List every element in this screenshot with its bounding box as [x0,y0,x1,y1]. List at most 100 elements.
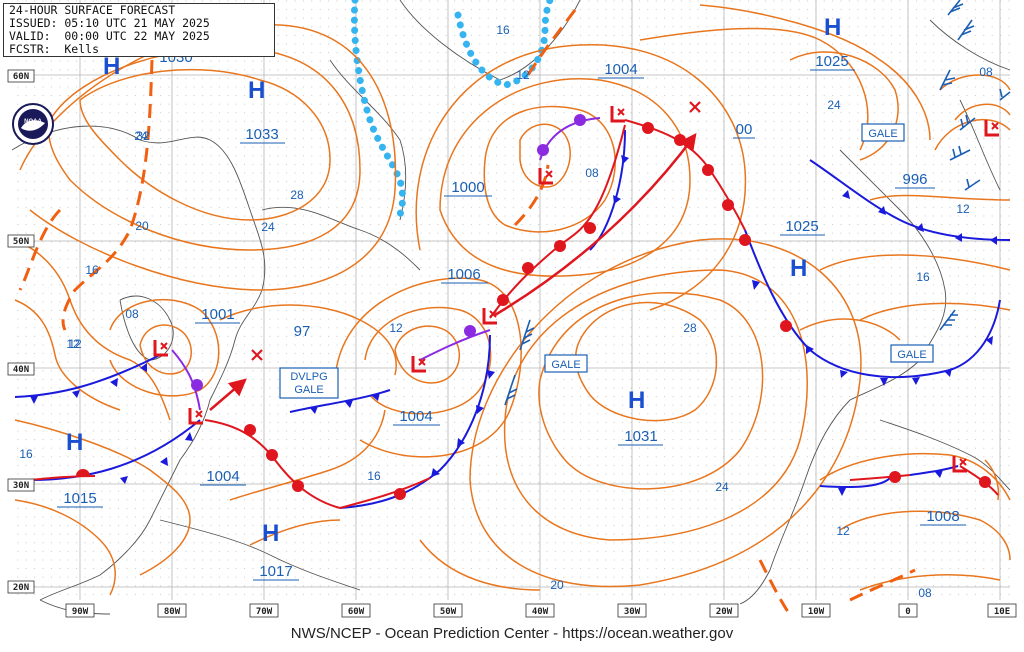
lon-label: 40W [532,607,549,617]
high-letter: H [248,77,265,104]
high-pressure-value: 1015 [63,490,96,507]
low-symbols [153,106,999,473]
forecast-title: 24-HOUR SURFACE FORECAST [9,3,176,17]
ice-edge [350,0,554,224]
wind-barb-icon [519,319,535,351]
wind-barb-icon [939,309,958,331]
low-pressure-symbol-icon [952,456,967,473]
low-pressure-symbol-icon [153,340,168,357]
lon-label: 20W [716,607,733,617]
lat-label: 50N [13,237,29,247]
wind-barb-icon [959,114,976,131]
lat-label: 40N [13,365,29,375]
lon-label: 50W [440,607,457,617]
high-pressure-value: 1017 [259,563,292,580]
forecaster: FCSTR: Kells [9,42,100,56]
low-pressure-value: 1006 [447,266,480,283]
high-letter: H [824,14,841,41]
lon-label: 10W [808,607,825,617]
lat-label: 60N [13,72,29,82]
low-pressure-value: 1008 [926,508,959,525]
isobar-value: 12 [836,524,850,538]
high-pressure-value: 1031 [624,428,657,445]
noaa-logo-icon: NOAA [12,103,54,145]
isobar-value: 16 [85,263,99,277]
occluded-front-symbols [191,114,586,391]
low-pressure-symbol-icon [610,106,625,123]
wind-barb-icon [947,0,964,16]
wind-barbs [504,0,1011,406]
isobar-value: 08 [918,586,932,600]
isobar-value: 28 [290,188,304,202]
issued-time: ISSUED: 05:10 UTC 21 MAY 2025 [9,16,210,30]
high-letter: H [790,255,807,282]
pressure-underlines [57,69,966,581]
high-letter: H [262,520,279,547]
isobar-value: 20 [135,219,149,233]
isobar-value: 12 [389,321,403,335]
isobar-value: 24 [261,220,275,234]
valid-time: VALID: 00:00 UTC 22 MAY 2025 [9,29,210,43]
isobar-value: 24 [715,480,729,494]
lon-label: 0 [905,607,910,617]
lon-label: 30W [624,607,641,617]
high-pressure-value: 1025 [815,53,848,70]
low-pressure-symbol-icon [984,120,999,137]
forecast-low-positions [251,101,701,361]
lat-label: 30N [13,481,29,491]
lon-label: 70W [256,607,273,617]
lon-label: 80W [164,607,181,617]
isobar-value: 16 [367,469,381,483]
high-pressure-value: 1033 [245,126,278,143]
isobar-value: 24 [134,129,148,143]
high-centers: H 1033 H 1025 H 1025 H 1031 H 1015 H 101… [63,14,848,580]
low-pressure-symbol-icon [538,168,553,185]
low-pressure-value: 00 [736,121,753,138]
lon-label: 10E [994,607,1010,617]
isobar-value: 32 [136,129,150,143]
isobar-value: 08 [979,65,993,79]
warning-boxes: GALE GALE GALE DVLPG GALE [279,123,934,399]
isobar-value: 12 [516,68,530,82]
isobar-value: 24 [827,98,841,112]
isobar-value: 08 [585,166,599,180]
low-pressure-value: 1004 [206,468,239,485]
wind-barb-icon [964,178,981,191]
wind-barb-icon [939,69,956,91]
troughs [18,9,916,616]
low-pressure-value: 1004 [399,408,432,425]
latitude-labels: 60N 50N 40N 30N 20N [7,69,35,594]
isobar-value: 16 [496,23,510,37]
longitude-labels: 90W 80W 70W 60W 50W 40W 30W 20W 10W 0 10… [65,603,1017,618]
noaa-logo-text: NOAA [24,119,42,125]
gale-warning: GALE [551,359,580,371]
isobar-value: 12 [66,337,80,351]
developing-warning: DVLPG [290,371,327,383]
wind-barb-icon [949,145,971,161]
gale-warning: GALE [868,128,897,140]
isobar-value: 20 [550,578,564,592]
gale-warning: GALE [897,349,926,361]
low-pressure-symbol-icon [482,308,497,325]
graticule [12,0,1010,600]
cold-fronts [14,129,1011,509]
forecast-header: 24-HOUR SURFACE FORECAST ISSUED: 05:10 U… [3,3,275,57]
footer-credit: NWS/NCEP - Ocean Prediction Center - htt… [290,625,734,642]
high-letter: H [66,429,83,456]
isobar-value: 08 [125,307,139,321]
high-pressure-value: 1025 [785,218,818,235]
wind-barb-icon [999,88,1011,101]
lon-label: 90W [72,607,89,617]
lat-label: 20N [13,583,29,593]
isobar-value: 16 [916,270,930,284]
low-pressure-symbol-icon [188,408,203,425]
high-letter: H [628,387,645,414]
low-values: 1001 1004 1004 1000 1004 1006 996 1008 0… [201,61,959,525]
storm-tracks [209,132,697,411]
isobar-value: 16 [19,447,33,461]
lon-label: 60W [348,607,365,617]
isobar-value: 12 [68,337,82,351]
low-pressure-symbol-icon [411,356,426,373]
gale-warning: GALE [294,384,323,396]
